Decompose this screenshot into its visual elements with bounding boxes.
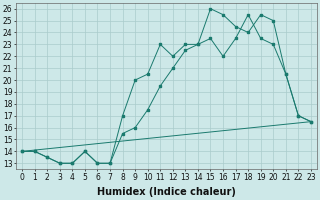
X-axis label: Humidex (Indice chaleur): Humidex (Indice chaleur) bbox=[97, 187, 236, 197]
